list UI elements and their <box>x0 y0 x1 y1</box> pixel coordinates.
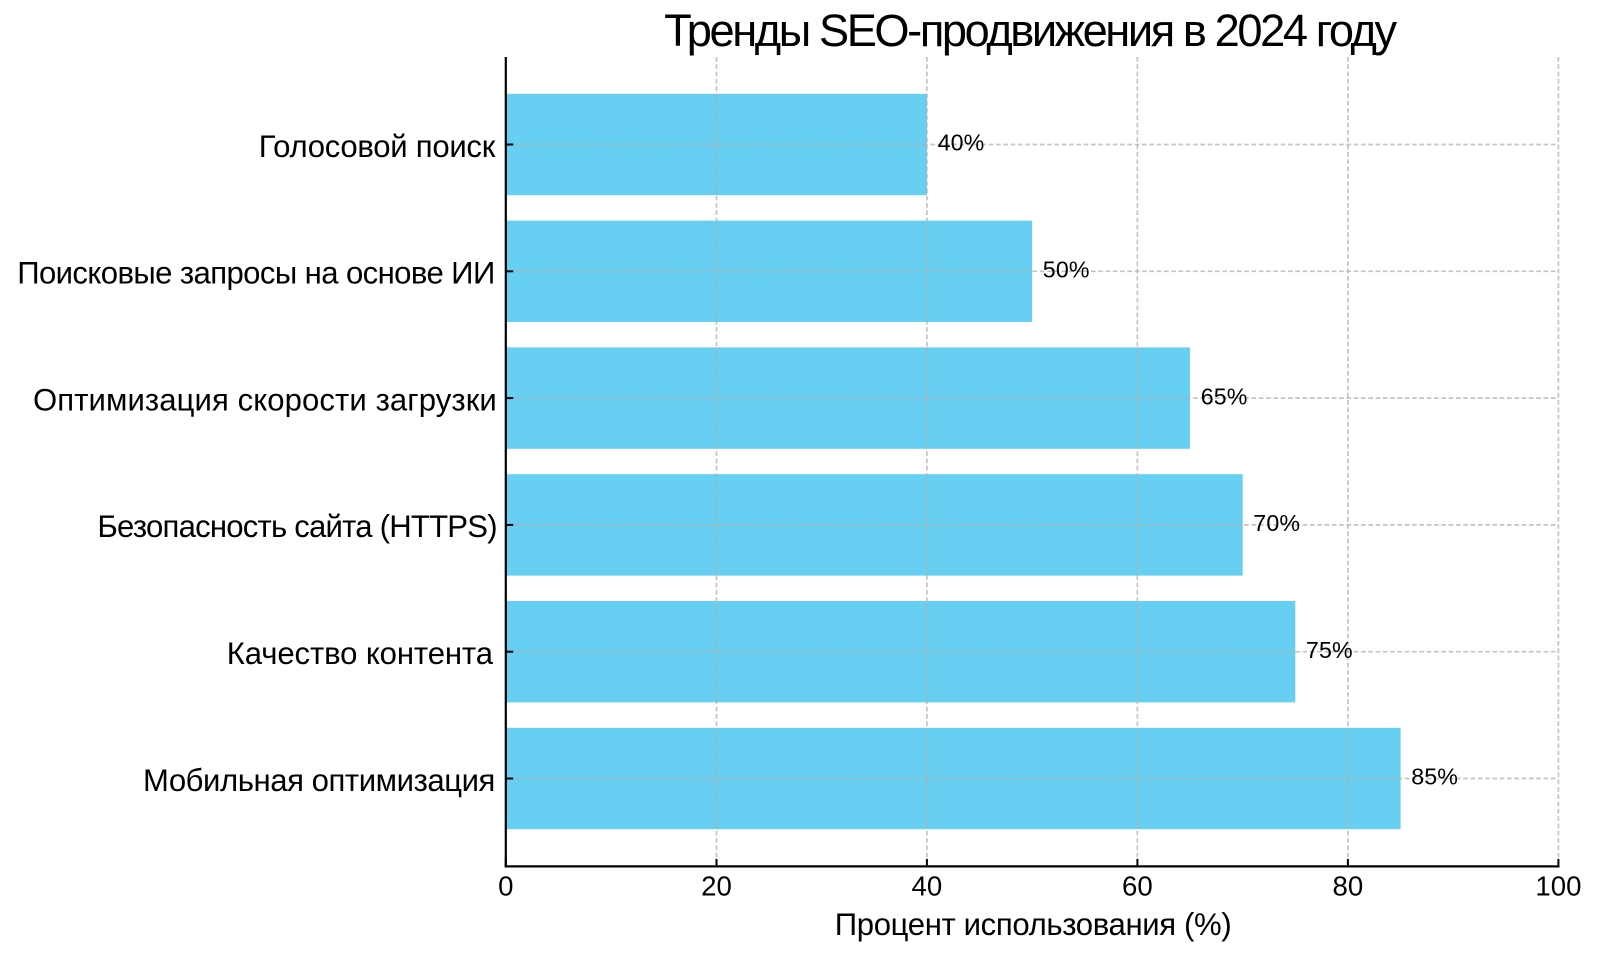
svg-text:Тренды SEO-продвижения в 2024: Тренды SEO-продвижения в 2024 году <box>664 5 1397 56</box>
svg-text:0: 0 <box>498 871 513 902</box>
svg-text:40: 40 <box>912 871 943 902</box>
svg-text:100: 100 <box>1535 871 1581 902</box>
svg-text:Процент использования (%): Процент использования (%) <box>835 907 1232 942</box>
svg-text:Голосовой поиск: Голосовой поиск <box>259 129 496 164</box>
svg-text:20: 20 <box>701 871 732 902</box>
svg-text:40%: 40% <box>938 130 985 156</box>
svg-text:Качество контента: Качество контента <box>227 636 494 671</box>
svg-text:85%: 85% <box>1411 764 1458 790</box>
svg-text:Мобильная оптимизация: Мобильная оптимизация <box>143 763 495 798</box>
svg-text:60: 60 <box>1122 871 1153 902</box>
svg-text:Безопасность сайта (HTTPS): Безопасность сайта (HTTPS) <box>97 509 497 544</box>
svg-text:70%: 70% <box>1253 510 1300 536</box>
svg-text:Оптимизация скорости загрузки: Оптимизация скорости загрузки <box>33 382 497 417</box>
svg-text:75%: 75% <box>1306 637 1353 663</box>
svg-text:65%: 65% <box>1201 383 1248 409</box>
svg-text:80: 80 <box>1333 871 1364 902</box>
svg-text:Поисковые запросы на основе ИИ: Поисковые запросы на основе ИИ <box>17 256 495 291</box>
svg-text:50%: 50% <box>1043 257 1090 283</box>
